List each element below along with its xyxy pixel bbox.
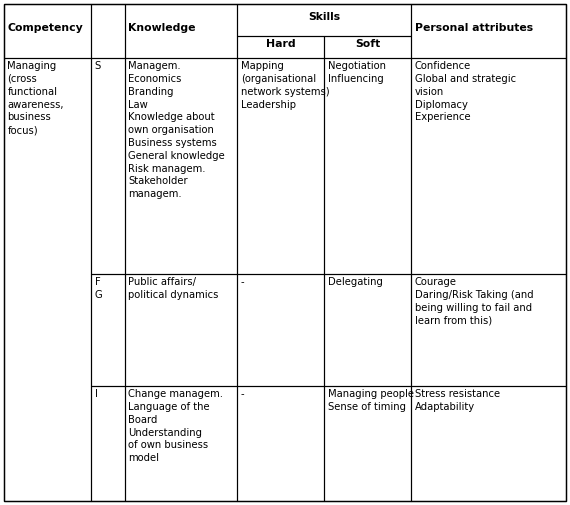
Text: Competency: Competency [7, 23, 83, 33]
Bar [125, 386, 237, 501]
Bar [91, 4, 125, 58]
Bar [237, 274, 324, 386]
Bar [324, 274, 412, 386]
Text: Delegating: Delegating [328, 277, 382, 287]
Bar [412, 58, 566, 274]
Text: Managing people
Sense of timing: Managing people Sense of timing [328, 389, 414, 412]
Bar [91, 58, 125, 274]
Bar [412, 274, 566, 386]
Text: Public affairs/
political dynamics: Public affairs/ political dynamics [128, 277, 219, 300]
Text: Courage
Daring/Risk Taking (and
being willing to fail and
learn from this): Courage Daring/Risk Taking (and being wi… [415, 277, 534, 326]
Bar [412, 386, 566, 501]
Text: Soft: Soft [355, 39, 381, 49]
Text: Stress resistance
Adaptability: Stress resistance Adaptability [415, 389, 500, 412]
Bar [237, 386, 324, 501]
Text: Negotiation
Influencing: Negotiation Influencing [328, 61, 386, 84]
Text: Knowledge: Knowledge [128, 23, 196, 33]
Text: Skills: Skills [308, 12, 340, 22]
Text: Confidence
Global and strategic
vision
Diplomacy
Experience: Confidence Global and strategic vision D… [415, 61, 516, 122]
Bar [125, 4, 237, 58]
Bar [237, 36, 324, 58]
Bar [91, 274, 125, 386]
Text: Mapping
(organisational
network systems)
Leadership: Mapping (organisational network systems)… [241, 61, 329, 110]
Text: Hard: Hard [266, 39, 296, 49]
Bar [237, 4, 412, 36]
Bar [4, 58, 91, 501]
Text: I: I [95, 389, 97, 399]
Text: S: S [95, 61, 101, 71]
Text: Managem.
Economics
Branding
Law
Knowledge about
own organisation
Business system: Managem. Economics Branding Law Knowledg… [128, 61, 225, 199]
Bar [125, 58, 237, 274]
Text: Personal attributes: Personal attributes [415, 23, 533, 33]
Bar [324, 36, 412, 58]
Bar [324, 58, 412, 274]
Bar [4, 4, 91, 58]
Bar [237, 58, 324, 274]
Text: Change managem.
Language of the
Board
Understanding
of own business
model: Change managem. Language of the Board Un… [128, 389, 223, 463]
Bar [91, 386, 125, 501]
Bar [412, 4, 566, 58]
Bar [125, 274, 237, 386]
Text: Managing
(cross
functional
awareness,
business
focus): Managing (cross functional awareness, bu… [7, 61, 64, 135]
Text: -: - [241, 389, 245, 399]
Text: -: - [241, 277, 245, 287]
Bar [324, 386, 412, 501]
Text: F
G: F G [95, 277, 103, 300]
